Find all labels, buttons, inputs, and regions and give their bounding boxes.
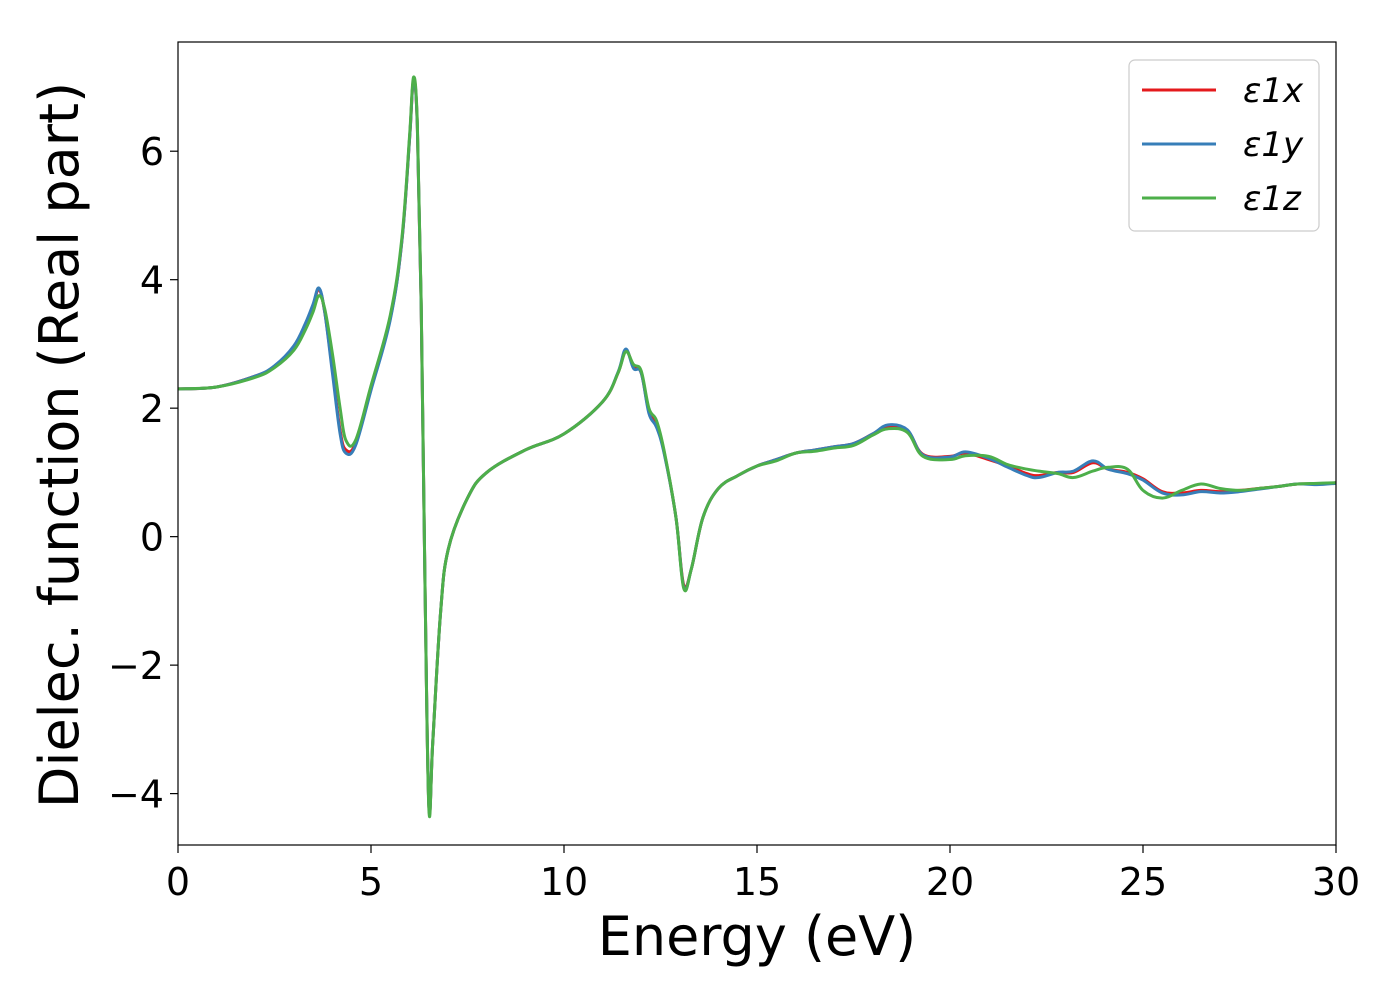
x-axis-label: Energy (eV)	[598, 905, 917, 968]
legend-label: ε1x	[1243, 71, 1304, 111]
legend: ε1x ε1y ε1z	[1128, 59, 1320, 232]
series-layer	[178, 75, 1336, 819]
y-tick-label: 2	[140, 387, 164, 431]
y-axis-label: Dielec. function (Real part)	[28, 82, 91, 808]
x-tick-label: 0	[166, 860, 190, 904]
x-tick-label: 20	[926, 860, 974, 904]
y-tick-label: −2	[108, 644, 164, 688]
x-tick-label: 15	[733, 860, 781, 904]
y-tick-label: 4	[140, 259, 164, 303]
series-line-3	[178, 75, 1336, 819]
legend-label: ε1y	[1243, 125, 1304, 165]
y-tick-label: −4	[108, 773, 164, 817]
legend-entry: ε1y	[1142, 125, 1304, 165]
legend-entry: ε1z	[1142, 179, 1302, 219]
y-tick-label: 6	[140, 130, 164, 174]
x-tick-label: 25	[1119, 860, 1167, 904]
legend-label: ε1z	[1243, 179, 1302, 219]
y-axis-ticks: −4 −2 0 2 4 6	[108, 130, 178, 817]
x-tick-label: 30	[1312, 860, 1360, 904]
y-tick-label: 0	[140, 516, 164, 560]
legend-box	[1128, 59, 1320, 232]
x-tick-label: 5	[359, 860, 383, 904]
x-axis-ticks: 0 5 10 15 20 25 30	[166, 845, 1360, 904]
legend-entry: ε1x	[1142, 71, 1304, 111]
x-tick-label: 10	[540, 860, 588, 904]
